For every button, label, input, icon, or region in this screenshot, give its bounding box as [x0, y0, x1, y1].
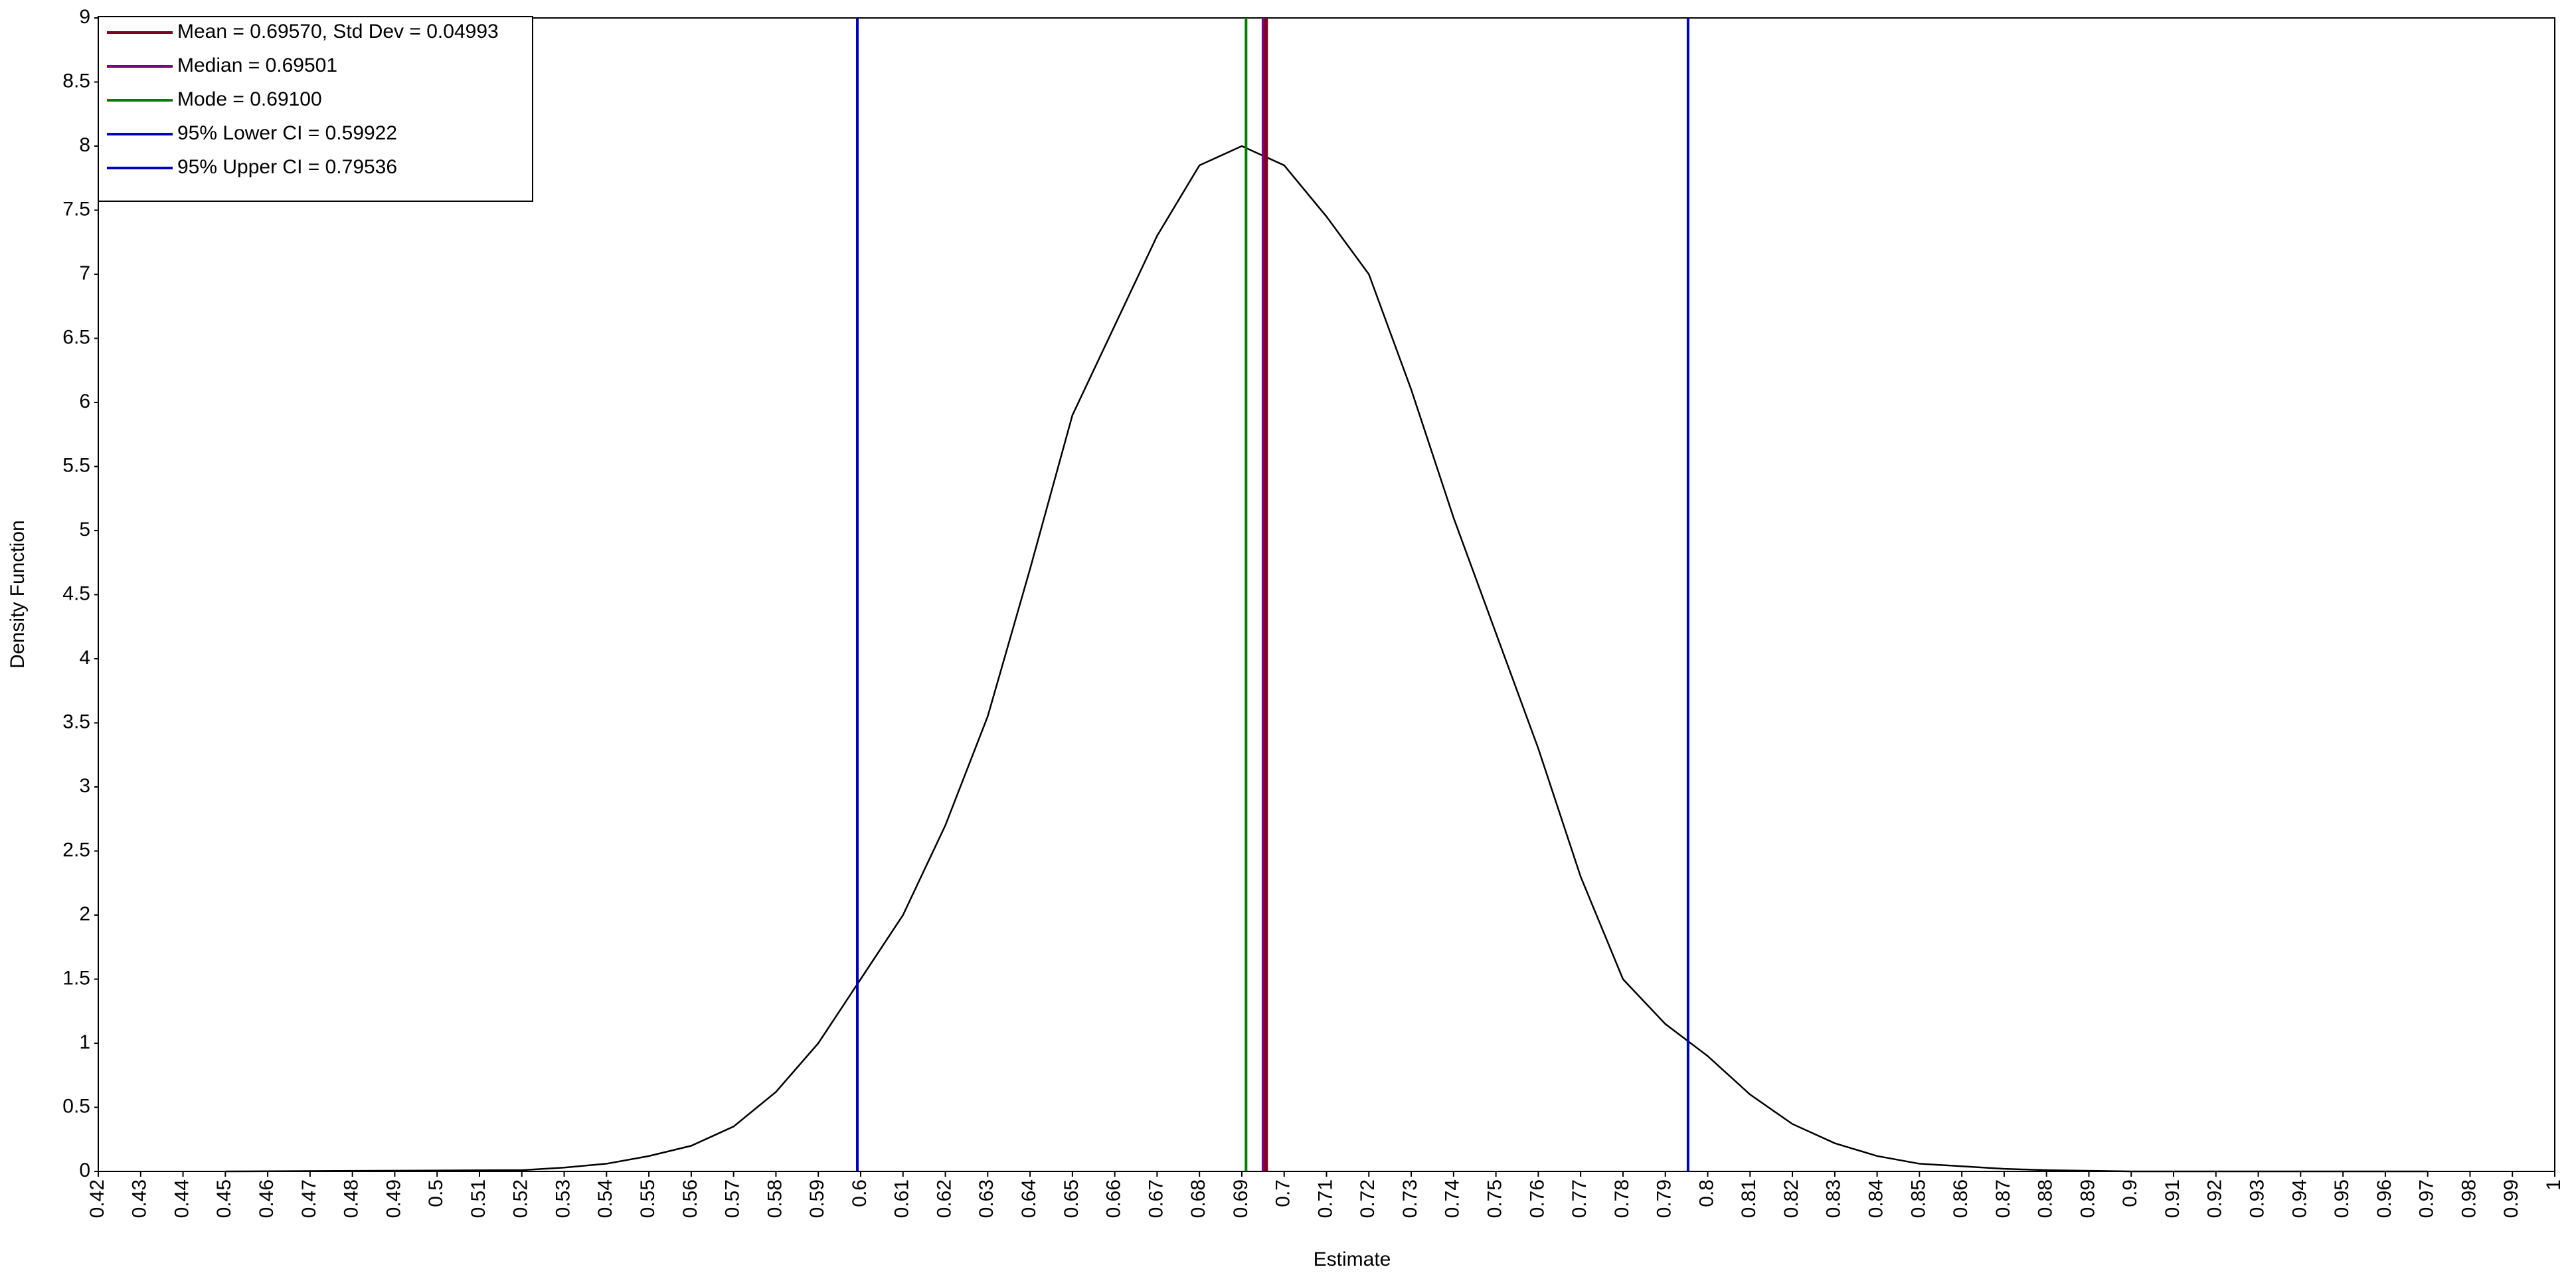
x-tick-label: 0.43 — [129, 1179, 151, 1218]
x-tick-label: 0.59 — [806, 1179, 828, 1218]
y-tick-label: 4.5 — [62, 582, 90, 604]
x-tick-label: 0.54 — [594, 1179, 616, 1218]
x-tick-label: 0.73 — [1399, 1179, 1421, 1218]
x-tick-label: 0.83 — [1823, 1179, 1845, 1218]
x-axis-title: Estimate — [1314, 1248, 1391, 1270]
x-tick-label: 0.68 — [1187, 1179, 1209, 1218]
x-tick-label: 0.88 — [2035, 1179, 2057, 1218]
x-tick-label: 0.84 — [1865, 1179, 1887, 1218]
x-tick-label: 0.79 — [1654, 1179, 1675, 1218]
legend-label: Median = 0.69501 — [177, 54, 337, 76]
x-tick-label: 0.93 — [2246, 1179, 2268, 1218]
legend-label: Mean = 0.69570, Std Dev = 0.04993 — [177, 21, 499, 43]
x-tick-label: 0.8 — [1695, 1179, 1717, 1207]
x-tick-label: 0.81 — [1738, 1179, 1760, 1218]
x-tick-label: 0.53 — [552, 1179, 574, 1218]
x-tick-label: 0.85 — [1907, 1179, 1929, 1218]
x-tick-label: 0.78 — [1611, 1179, 1633, 1218]
x-tick-label: 0.71 — [1314, 1179, 1336, 1218]
x-tick-label: 0.62 — [933, 1179, 955, 1218]
y-tick-label: 0 — [79, 1159, 90, 1181]
y-tick-label: 7.5 — [62, 198, 90, 220]
x-tick-label: 0.63 — [976, 1179, 997, 1218]
x-tick-label: 0.64 — [1018, 1179, 1040, 1218]
y-tick-label: 1 — [79, 1031, 90, 1053]
x-tick-label: 0.72 — [1357, 1179, 1379, 1218]
x-tick-label: 0.67 — [1145, 1179, 1167, 1218]
y-tick-label: 2.5 — [62, 839, 90, 861]
y-tick-label: 0.5 — [62, 1095, 90, 1117]
x-tick-label: 0.42 — [86, 1179, 108, 1218]
x-tick-label: 0.61 — [891, 1179, 913, 1218]
x-tick-label: 0.87 — [1992, 1179, 2014, 1218]
x-tick-label: 0.95 — [2331, 1179, 2353, 1218]
y-tick-label: 6 — [79, 390, 90, 412]
x-tick-label: 0.74 — [1442, 1179, 1464, 1218]
y-tick-label: 3.5 — [62, 711, 90, 732]
x-tick-label: 0.48 — [341, 1179, 363, 1218]
x-tick-label: 0.99 — [2500, 1179, 2522, 1218]
y-tick-label: 4 — [79, 647, 90, 669]
x-tick-label: 0.5 — [425, 1179, 447, 1207]
x-tick-label: 0.91 — [2162, 1179, 2184, 1218]
x-tick-label: 0.51 — [468, 1179, 489, 1218]
x-tick-label: 0.6 — [849, 1179, 871, 1207]
y-tick-label: 5 — [79, 519, 90, 541]
x-tick-label: 0.75 — [1484, 1179, 1506, 1218]
y-tick-label: 8 — [79, 134, 90, 156]
x-tick-label: 0.69 — [1230, 1179, 1252, 1218]
x-tick-label: 0.96 — [2373, 1179, 2395, 1218]
y-tick-label: 7 — [79, 262, 90, 284]
x-tick-label: 0.77 — [1569, 1179, 1590, 1218]
y-tick-label: 1.5 — [62, 967, 90, 989]
legend-label: 95% Lower CI = 0.59922 — [177, 122, 397, 144]
y-tick-label: 6.5 — [62, 326, 90, 348]
y-tick-label: 3 — [79, 775, 90, 797]
legend-label: 95% Upper CI = 0.79536 — [177, 156, 397, 178]
x-tick-label: 0.94 — [2288, 1179, 2310, 1218]
y-axis-title: Density Function — [7, 520, 29, 668]
x-tick-label: 0.44 — [171, 1179, 193, 1218]
legend-box — [98, 16, 533, 202]
x-tick-label: 0.55 — [637, 1179, 659, 1218]
x-tick-label: 0.66 — [1103, 1179, 1125, 1218]
x-tick-label: 0.46 — [256, 1179, 278, 1218]
x-tick-label: 0.82 — [1780, 1179, 1802, 1218]
x-tick-label: 0.56 — [679, 1179, 701, 1218]
x-tick-label: 0.97 — [2416, 1179, 2438, 1218]
y-tick-label: 2 — [79, 903, 90, 925]
x-tick-label: 0.49 — [383, 1179, 404, 1218]
x-tick-label: 0.57 — [722, 1179, 744, 1218]
x-tick-label: 0.7 — [1272, 1179, 1294, 1207]
x-tick-label: 0.86 — [1950, 1179, 1972, 1218]
x-tick-label: 0.98 — [2458, 1179, 2480, 1218]
x-tick-label: 0.65 — [1061, 1179, 1082, 1218]
legend-label: Mode = 0.69100 — [177, 88, 322, 110]
x-tick-label: 0.45 — [213, 1179, 235, 1218]
x-tick-label: 0.9 — [2119, 1179, 2141, 1207]
x-tick-label: 0.76 — [1526, 1179, 1548, 1218]
x-tick-label: 0.89 — [2077, 1179, 2099, 1218]
x-tick-label: 0.92 — [2204, 1179, 2226, 1218]
y-tick-label: 8.5 — [62, 70, 90, 92]
y-tick-label: 9 — [79, 6, 90, 28]
y-tick-label: 5.5 — [62, 454, 90, 476]
x-tick-label: 0.58 — [764, 1179, 786, 1218]
legend: Mean = 0.69570, Std Dev = 0.04993 Median … — [98, 16, 533, 202]
x-tick-label: 0.52 — [510, 1179, 532, 1218]
x-tick-label: 1 — [2543, 1179, 2565, 1191]
x-tick-label: 0.47 — [298, 1179, 320, 1218]
density-curve — [225, 145, 2428, 1173]
